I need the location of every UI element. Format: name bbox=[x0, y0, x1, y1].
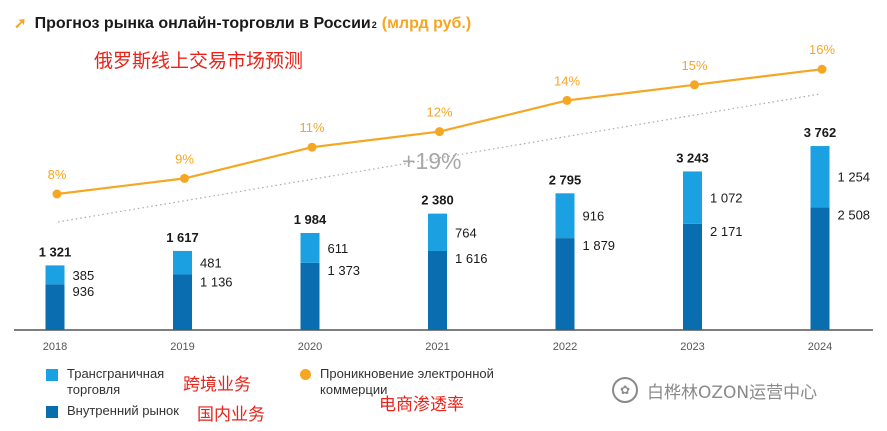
x-tick-label: 2021 bbox=[425, 341, 449, 353]
legend-label-penetration: Проникновение электронной коммерции bbox=[320, 366, 494, 397]
bar-domestic bbox=[428, 250, 447, 330]
title-superscript: 2 bbox=[371, 20, 377, 30]
x-tick-label: 2018 bbox=[43, 341, 67, 353]
penetration-point bbox=[435, 127, 444, 137]
bar-cross-border bbox=[300, 232, 320, 263]
bar-cross-border bbox=[428, 213, 447, 251]
bar-total-label: 3 243 bbox=[676, 150, 709, 165]
bar-cross-border-label: 916 bbox=[583, 209, 605, 224]
legend-domestic: Внутренний рынок bbox=[46, 403, 179, 419]
penetration-cn: 电商渗透率 bbox=[379, 395, 464, 415]
bar-cross-border bbox=[45, 265, 65, 285]
penetration-label: 12% bbox=[426, 105, 452, 120]
legend-swatch-cross-border bbox=[46, 369, 58, 381]
bar-cross-border-label: 481 bbox=[200, 256, 222, 271]
legend-cross-border: Трансграничная торговля bbox=[46, 366, 187, 398]
bar-total-label: 1 617 bbox=[166, 230, 199, 245]
penetration-point bbox=[690, 80, 699, 90]
title-main: Прогноз рынка онлайн-торговли в России bbox=[34, 15, 371, 32]
bar-cross-border-label: 385 bbox=[73, 268, 95, 283]
penetration-point bbox=[817, 64, 827, 74]
bar-domestic bbox=[683, 223, 702, 330]
arrow-up-right-icon: ➚ bbox=[14, 15, 27, 32]
bar-cross-border bbox=[683, 171, 702, 224]
bar-total-label: 1 321 bbox=[39, 244, 72, 259]
chart-title: ➚ Прогноз рынка онлайн-торговли в России… bbox=[14, 14, 471, 33]
bar-total-label: 3 762 bbox=[804, 125, 837, 140]
legend-label-domestic: Внутренний рынок bbox=[67, 403, 179, 418]
bar-domestic bbox=[810, 207, 830, 330]
penetration-label: 16% bbox=[809, 42, 835, 57]
chat-bubble-icon: ✿ bbox=[612, 377, 638, 403]
bar-cross-border bbox=[555, 193, 575, 239]
penetration-point bbox=[180, 173, 189, 183]
penetration-point bbox=[307, 142, 317, 152]
bar-domestic-label: 936 bbox=[73, 284, 95, 299]
penetration-label: 14% bbox=[554, 73, 580, 88]
bar-total-label: 2 795 bbox=[549, 172, 582, 187]
bar-domestic-label: 2 508 bbox=[838, 207, 871, 222]
x-tick-label: 2019 bbox=[170, 341, 194, 353]
cross-border-cn: 跨境业务 bbox=[183, 375, 251, 395]
bar-cross-border bbox=[173, 250, 192, 275]
x-tick-label: 2024 bbox=[808, 341, 832, 353]
bar-domestic-label: 1 373 bbox=[328, 263, 361, 278]
bar-domestic bbox=[173, 274, 192, 330]
bar-cross-border-label: 1 072 bbox=[710, 191, 743, 206]
watermark: ✿ 白桦林OZON运营中心 bbox=[612, 377, 817, 403]
growth-trend-label: +19% bbox=[402, 148, 461, 174]
legend-label-cross-border: Трансграничная торговля bbox=[67, 366, 165, 397]
legend-dot-penetration bbox=[300, 369, 311, 380]
bar-cross-border-label: 611 bbox=[328, 241, 349, 256]
x-tick-label: 2022 bbox=[553, 341, 577, 353]
bar-domestic bbox=[555, 238, 575, 330]
bar-domestic bbox=[300, 262, 320, 330]
bar-domestic-label: 1 136 bbox=[200, 274, 233, 289]
legend-penetration: Проникновение электронной коммерции bbox=[300, 366, 530, 398]
penetration-label: 15% bbox=[681, 58, 707, 73]
legend-swatch-domestic bbox=[46, 406, 58, 418]
watermark-text: 白桦林OZON运营中心 bbox=[647, 382, 818, 403]
bar-cross-border-label: 764 bbox=[455, 225, 477, 240]
x-tick-label: 2023 bbox=[680, 341, 704, 353]
bar-cross-border bbox=[810, 146, 830, 208]
title-unit: (млрд руб.) bbox=[381, 15, 472, 32]
penetration-label: 11% bbox=[299, 120, 324, 135]
bar-domestic-label: 1 879 bbox=[583, 238, 616, 253]
penetration-label: 9% bbox=[175, 151, 194, 166]
x-tick-label: 2020 bbox=[298, 341, 322, 353]
bar-total-label: 1 984 bbox=[294, 212, 327, 227]
growth-trend-line bbox=[57, 93, 821, 223]
penetration-label: 8% bbox=[48, 167, 67, 182]
bar-domestic bbox=[45, 284, 65, 330]
domestic-cn: 国内业务 bbox=[197, 405, 265, 425]
penetration-point bbox=[52, 189, 62, 199]
bar-total-label: 2 380 bbox=[421, 193, 454, 208]
bar-domestic-label: 2 171 bbox=[710, 224, 743, 239]
chart-title-cn: 俄罗斯线上交易市场预测 bbox=[94, 50, 304, 72]
bar-domestic-label: 1 616 bbox=[455, 251, 488, 266]
penetration-point bbox=[562, 95, 572, 105]
bar-cross-border-label: 1 254 bbox=[838, 170, 871, 185]
